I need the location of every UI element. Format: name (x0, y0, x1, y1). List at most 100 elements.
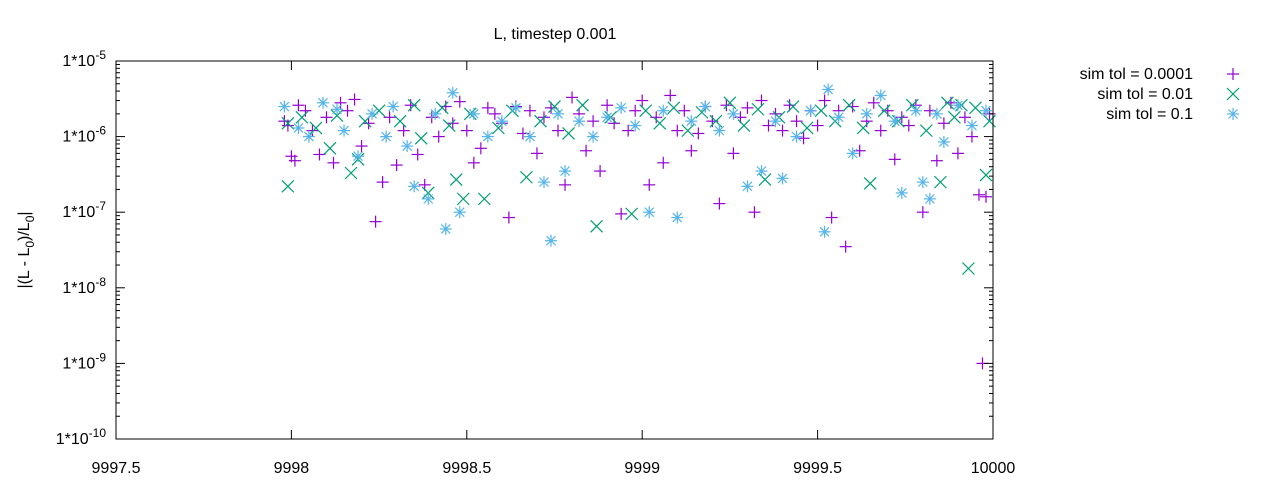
data-point (372, 104, 386, 118)
x-axis: 9997.5 9998 9998.5 9999 9999.5 10000 (92, 61, 1015, 477)
data-point (439, 222, 452, 235)
y-axis: 1*10-101*10-91*10-81*10-71*10-61*10-5 (56, 48, 993, 448)
data-point (933, 175, 947, 189)
data-point (292, 121, 305, 134)
data-point (671, 124, 684, 137)
data-point (965, 130, 978, 143)
data-point (407, 98, 421, 112)
data-point (429, 107, 442, 120)
data-point (923, 192, 936, 205)
data-point (979, 168, 993, 182)
legend-marker (1227, 108, 1239, 120)
data-point (741, 101, 754, 114)
data-point (366, 107, 379, 120)
data-point (608, 117, 621, 130)
data-point (587, 115, 600, 128)
y-axis-label-part: | (16, 211, 33, 215)
data-point (727, 107, 740, 120)
data-point (331, 103, 344, 116)
y-tick-label: 1*10-5 (62, 48, 106, 70)
data-point (390, 159, 403, 172)
data-point (685, 144, 698, 157)
data-point (559, 178, 572, 191)
data-point (562, 127, 575, 140)
series-3 (278, 83, 992, 247)
data-point (590, 219, 604, 233)
data-point (502, 211, 515, 224)
data-point (979, 104, 992, 117)
data-point (477, 192, 491, 206)
data-point (509, 101, 522, 114)
data-point (488, 107, 501, 120)
data-point (316, 96, 329, 109)
data-point (544, 234, 557, 247)
data-point (411, 148, 424, 161)
legend: sim tol = 0.0001 sim tol = 0.01 sim tol = … (1080, 66, 1240, 123)
data-point (629, 119, 642, 132)
data-point (348, 93, 361, 106)
data-point (751, 102, 765, 116)
data-point (958, 111, 971, 124)
data-point (727, 147, 740, 160)
data-point (566, 91, 579, 104)
data-point (713, 124, 726, 137)
x-tick-label: 9999.5 (793, 460, 842, 477)
data-point (639, 104, 653, 118)
y-tick-label: 1*10-8 (62, 275, 106, 297)
data-point (313, 148, 326, 161)
data-point (790, 130, 803, 143)
data-point (867, 96, 880, 109)
data-point (919, 124, 933, 138)
data-point (481, 101, 494, 114)
data-point (376, 176, 389, 189)
data-point (281, 179, 295, 193)
data-point (664, 89, 677, 102)
data-point (972, 188, 985, 201)
data-point (877, 104, 891, 118)
data-point (446, 86, 459, 99)
data-point (713, 197, 726, 210)
data-point (643, 178, 656, 191)
data-point (755, 94, 768, 107)
data-point (601, 111, 614, 124)
data-point (580, 144, 593, 157)
data-point (552, 124, 565, 137)
legend-label: sim tol = 0.0001 (1080, 66, 1194, 83)
y-tick-label: 1*10-6 (62, 124, 106, 146)
data-point (414, 131, 428, 145)
data-point (380, 130, 393, 143)
data-point (902, 119, 915, 132)
data-point (523, 130, 536, 143)
data-point (594, 165, 607, 178)
data-point (278, 100, 291, 113)
legend-marker (1226, 87, 1240, 101)
data-point (383, 111, 396, 124)
data-point (748, 206, 761, 219)
data-point (822, 83, 835, 96)
y-axis-label-part: )/L (16, 222, 33, 241)
y-tick-exponent: -9 (95, 350, 106, 364)
data-point (692, 127, 705, 140)
data-point (811, 119, 824, 132)
data-point (495, 115, 508, 128)
y-tick-exponent: -8 (95, 275, 106, 289)
data-point (804, 104, 817, 117)
data-point (940, 96, 954, 110)
data-point (762, 119, 775, 132)
data-point (737, 119, 751, 132)
data-point (874, 124, 887, 137)
x-tick-label: 9998.5 (442, 460, 491, 477)
data-point (622, 124, 635, 137)
data-point (930, 154, 943, 167)
data-point (909, 104, 922, 117)
data-point (937, 117, 950, 130)
data-point (969, 101, 982, 115)
data-point (323, 141, 337, 155)
data-point (720, 99, 733, 112)
data-point (601, 99, 614, 112)
y-tick-label: 1*10-7 (62, 199, 106, 221)
data-point (435, 101, 449, 115)
data-point (338, 124, 351, 137)
